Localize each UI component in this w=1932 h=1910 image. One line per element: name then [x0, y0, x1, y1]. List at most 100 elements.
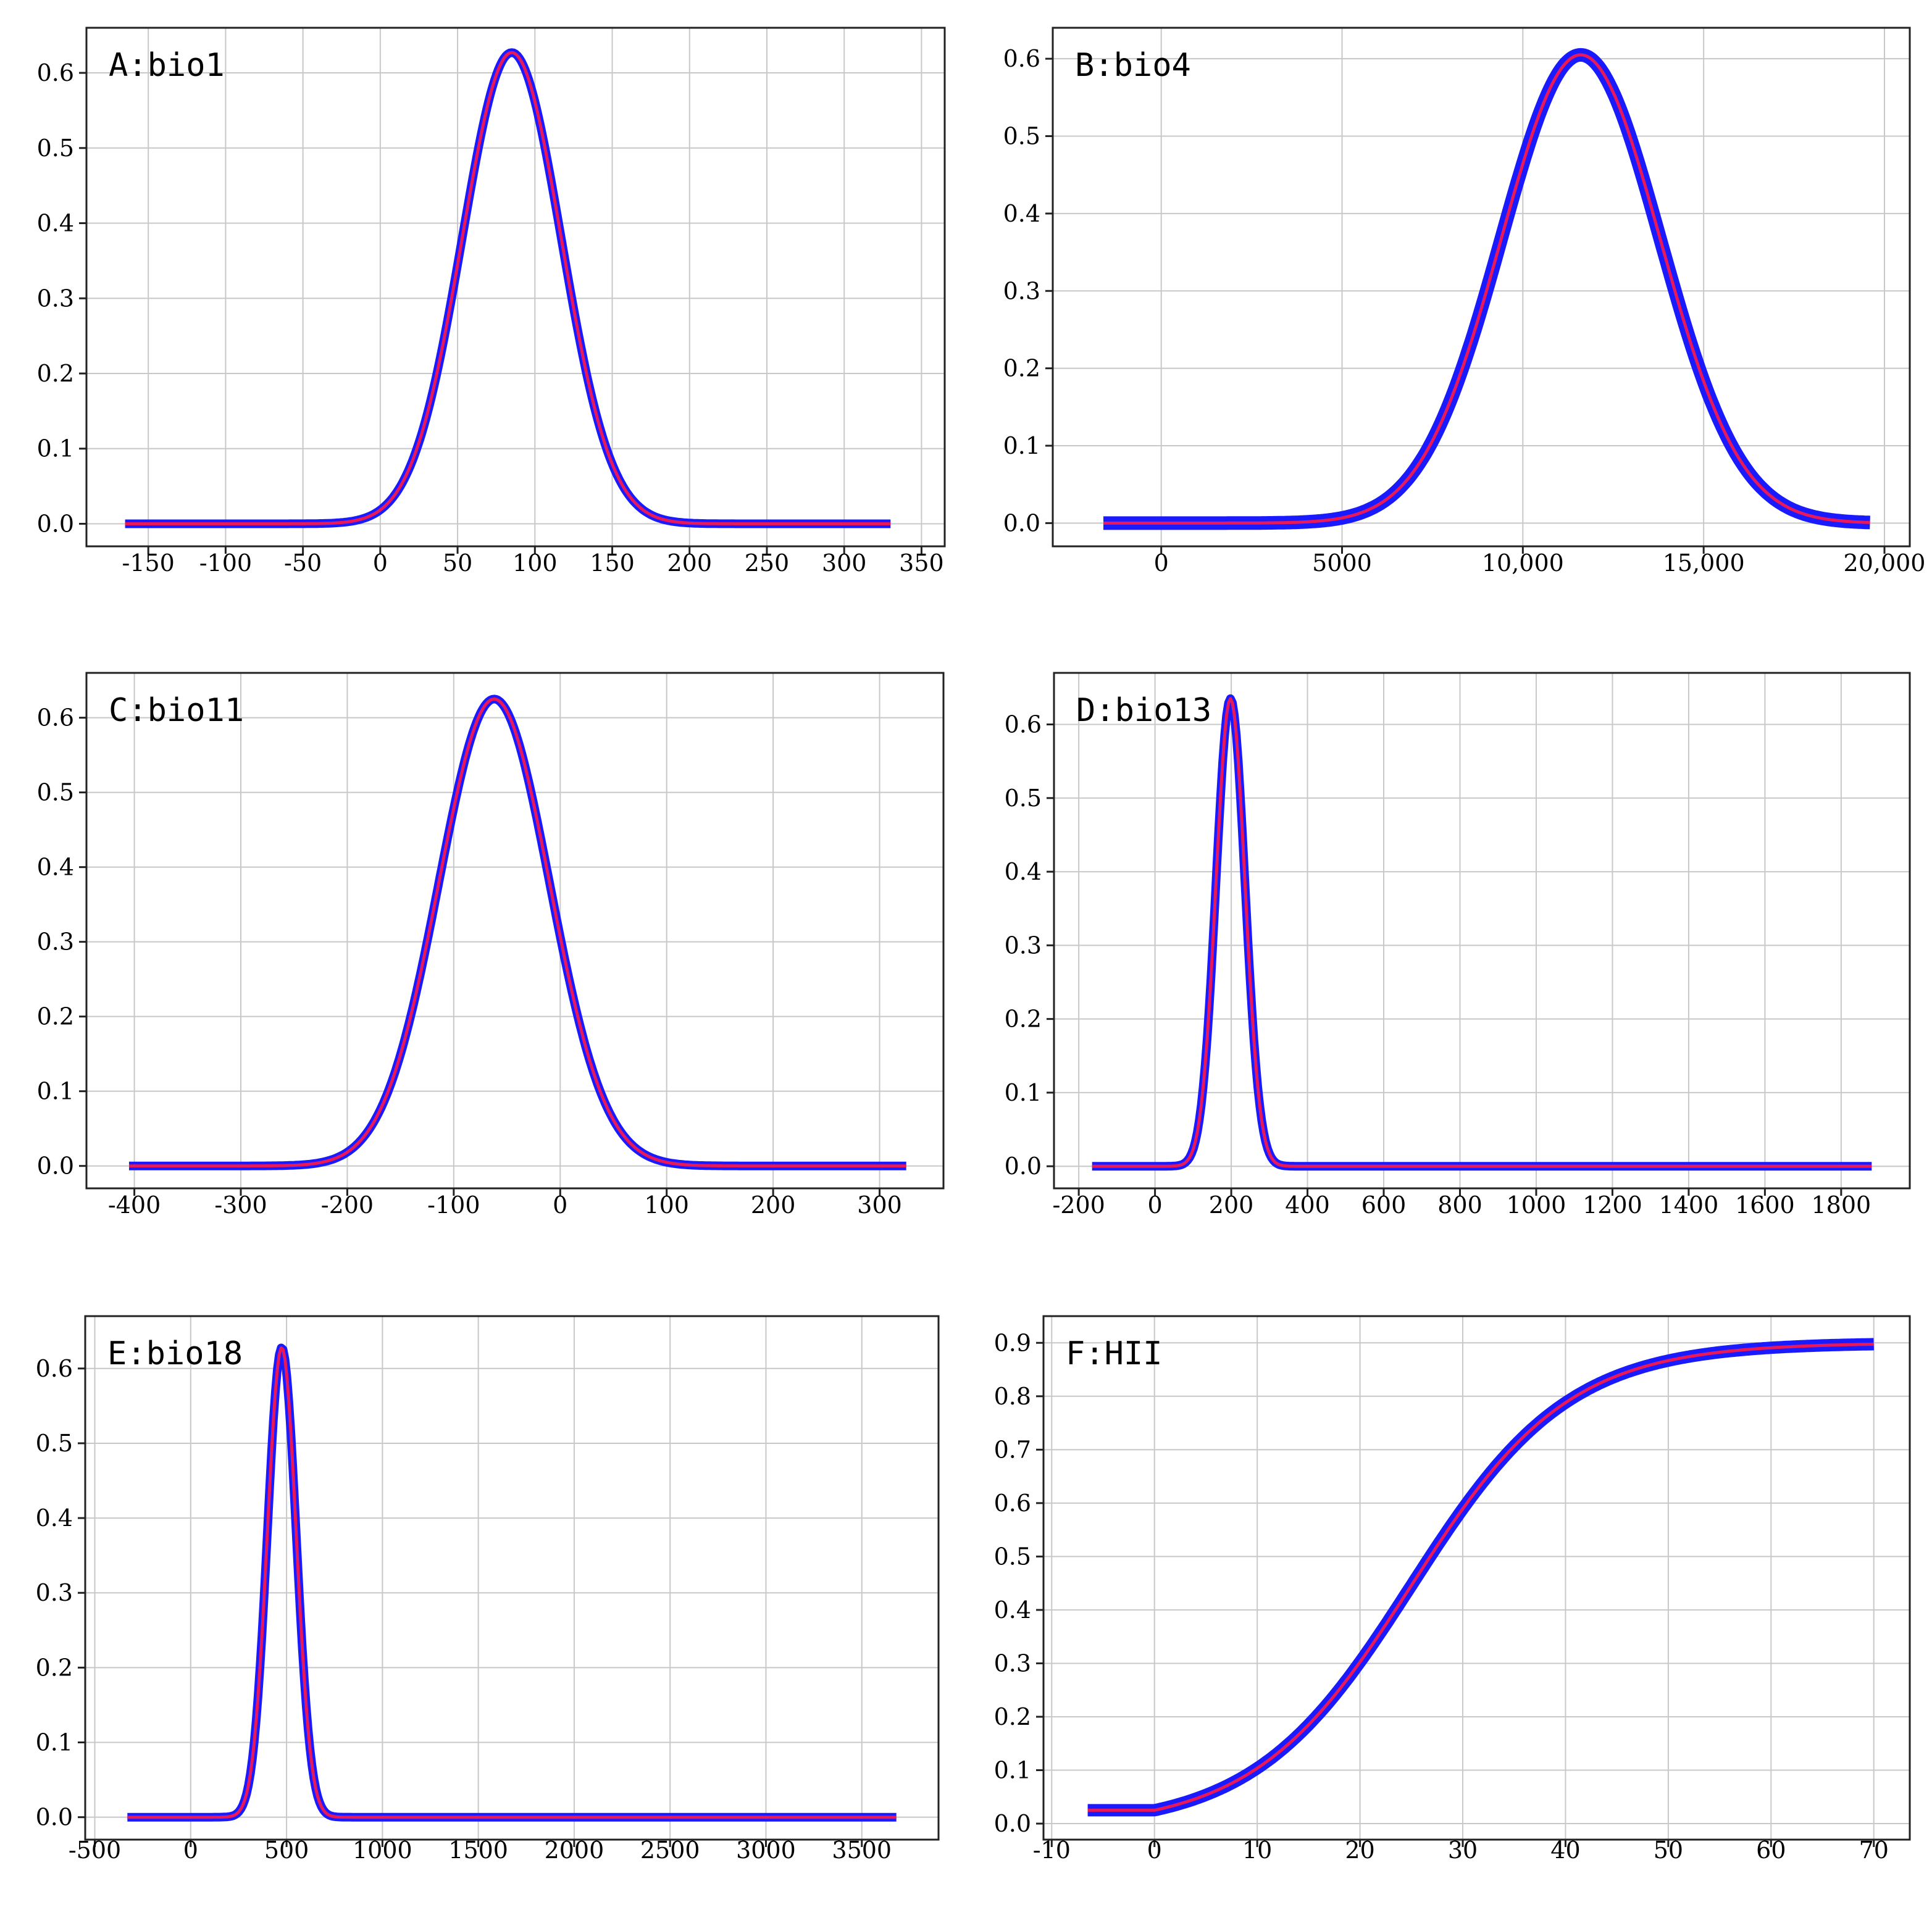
y-tick-label: 0.0 — [37, 510, 74, 537]
y-tick-label: 0.2 — [36, 1654, 73, 1681]
x-tick-label: 1200 — [1583, 1191, 1642, 1219]
y-tick-label: 0.4 — [1005, 858, 1042, 885]
y-tick-label: 0.2 — [37, 360, 74, 387]
y-tick-label: 0.0 — [1005, 1153, 1042, 1180]
confidence-band-line — [122, 48, 893, 528]
y-tick-label: 0.0 — [1003, 509, 1040, 536]
x-tick-label: 800 — [1437, 1191, 1482, 1219]
x-tick-label: -10 — [1033, 1837, 1071, 1864]
y-tick-label: 0.2 — [1003, 355, 1040, 382]
x-tick-label: 50 — [443, 549, 472, 577]
y-tick-label: 0.6 — [37, 704, 74, 732]
y-tick-label: 0.3 — [1005, 932, 1042, 959]
y-tick-label: 0.0 — [36, 1804, 73, 1831]
y-tick-label: 0.1 — [1003, 432, 1040, 459]
x-tick-label: 250 — [745, 549, 790, 577]
plot-frame — [1052, 27, 1911, 548]
y-tick-label: 0.4 — [37, 210, 74, 237]
y-tick-label: 0.3 — [37, 285, 74, 312]
plot-frame — [1042, 1315, 1911, 1841]
x-tick-label: -500 — [69, 1837, 121, 1864]
plot-frame — [84, 1315, 940, 1841]
x-tick-label: 10 — [1242, 1837, 1272, 1864]
x-tick-label: 0 — [553, 1191, 567, 1219]
panel-title: A:bio1 — [109, 47, 225, 84]
x-tick-label: 400 — [1285, 1191, 1330, 1219]
mean-response-line — [129, 697, 906, 1168]
x-tick-label: -300 — [214, 1191, 267, 1219]
plot-frame — [85, 672, 945, 1190]
panel-a-bio1: -150 -100 -50 0 50 100 150 200 250 300 350 0.0 0.1 0.… — [37, 27, 946, 577]
panel-e-bio18: -500 0 500 1000 1500 2000 2500 3000 3500 0.0 0.1 0.… — [36, 1315, 940, 1864]
x-tick-label: 0 — [1147, 1837, 1162, 1864]
panel-title: C:bio11 — [109, 692, 244, 729]
y-tick-label: 0.6 — [36, 1355, 73, 1382]
x-tick-label: 0 — [183, 1837, 198, 1864]
x-tick-label: 1000 — [1507, 1191, 1566, 1219]
x-tick-label: 5000 — [1312, 549, 1372, 577]
y-tick-label: 0.2 — [994, 1703, 1031, 1730]
x-tick-label: -100 — [427, 1191, 480, 1219]
x-tick-label: 200 — [667, 549, 712, 577]
y-tick-label: 0.2 — [1005, 1006, 1042, 1033]
panel-title: B:bio4 — [1075, 47, 1191, 84]
panel-f-hii: -10 0 10 20 30 40 50 60 70 0.0 0.1 0.2 0.3 0.4 0.5 0.6 0… — [994, 1315, 1911, 1864]
x-tick-label: 30 — [1448, 1837, 1478, 1864]
mean-response-line — [1092, 697, 1872, 1168]
x-tick-label: 0 — [1148, 1191, 1163, 1219]
y-tick-label: 0.6 — [37, 59, 74, 86]
y-tick-label: 0.6 — [1003, 45, 1040, 72]
x-tick-label: 10,000 — [1482, 549, 1564, 577]
y-tick-label: 0.1 — [994, 1757, 1031, 1784]
x-tick-label: -100 — [199, 549, 252, 577]
x-tick-label: 150 — [590, 549, 635, 577]
x-tick-label: 200 — [1209, 1191, 1254, 1219]
y-tick-label: 0.4 — [36, 1504, 73, 1532]
x-tick-label: 1000 — [353, 1837, 412, 1864]
y-tick-label: 0.3 — [37, 928, 74, 956]
x-tick-label: 0 — [1154, 549, 1169, 577]
x-tick-label: -200 — [321, 1191, 374, 1219]
panel-title: F:HII — [1066, 1335, 1163, 1372]
x-tick-label: 1600 — [1735, 1191, 1795, 1219]
confidence-band-line — [1089, 694, 1875, 1171]
mean-response-line — [125, 51, 891, 525]
panel-title: E:bio18 — [107, 1335, 243, 1372]
confidence-band-line — [1083, 1338, 1878, 1817]
plot-frame — [1053, 672, 1911, 1190]
x-tick-label: 350 — [899, 549, 944, 577]
panel-d-bio13: -200 0 200 400 600 800 1000 1200 1400 1600 1800 0.0… — [1005, 672, 1911, 1219]
y-tick-label: 0.5 — [37, 779, 74, 806]
x-tick-label: 3500 — [832, 1837, 892, 1864]
x-tick-label: -200 — [1052, 1191, 1105, 1219]
x-tick-label: 500 — [264, 1837, 309, 1864]
y-tick-label: 0.3 — [1003, 277, 1040, 304]
panel-b-bio4: 0 5000 10,000 15,000 20,000 0.0 0.1 0.2 0.3 0.4 0.… — [1003, 27, 1926, 577]
x-tick-label: 100 — [644, 1191, 689, 1219]
y-tick-label: 0.7 — [994, 1436, 1031, 1463]
x-tick-label: 300 — [857, 1191, 902, 1219]
y-tick-label: 0.4 — [994, 1596, 1031, 1624]
y-tick-label: 0.4 — [1003, 200, 1040, 227]
confidence-band-line — [127, 694, 909, 1170]
x-tick-label: 20,000 — [1844, 549, 1926, 577]
plot-frame — [85, 27, 946, 548]
x-tick-label: 70 — [1859, 1837, 1889, 1864]
x-tick-label: 40 — [1550, 1837, 1580, 1864]
x-tick-label: 2500 — [640, 1837, 700, 1864]
x-tick-label: 2000 — [545, 1837, 604, 1864]
mean-response-line — [1087, 1342, 1874, 1812]
x-tick-label: -400 — [108, 1191, 161, 1219]
x-tick-label: -150 — [122, 549, 174, 577]
confidence-band-line — [125, 1343, 899, 1822]
x-tick-label: 200 — [751, 1191, 796, 1219]
y-tick-label: 0.5 — [1003, 123, 1040, 150]
x-tick-label: 1800 — [1812, 1191, 1871, 1219]
y-tick-label: 0.0 — [37, 1153, 74, 1180]
y-tick-label: 0.4 — [37, 854, 74, 881]
y-tick-label: 0.1 — [37, 435, 74, 462]
x-tick-label: 3000 — [736, 1837, 796, 1864]
y-tick-label: 0.0 — [994, 1810, 1031, 1837]
x-tick-label: 100 — [512, 549, 558, 577]
